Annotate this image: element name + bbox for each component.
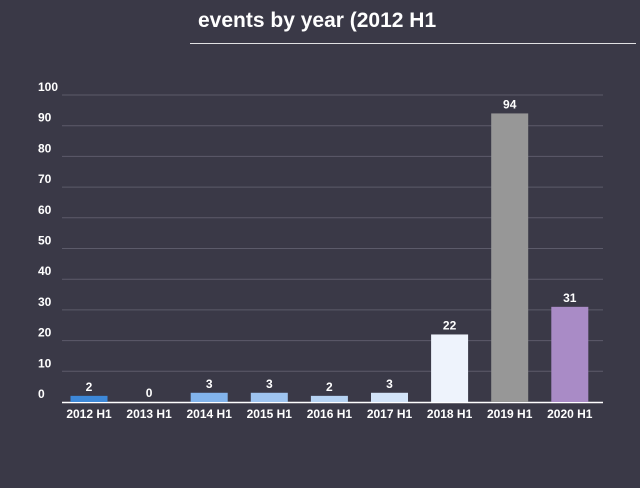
- bar: [431, 334, 469, 402]
- bar: [551, 306, 589, 402]
- bar-value-label: 2: [86, 380, 93, 394]
- y-tick-label: 50: [38, 234, 52, 248]
- y-tick-label: 90: [38, 111, 52, 125]
- bar-value-label: 2: [326, 380, 333, 394]
- x-tick-label: 2019 H1: [487, 407, 533, 421]
- bar-value-label: 3: [266, 377, 273, 391]
- bar-value-label: 3: [206, 377, 213, 391]
- x-tick-label: 2018 H1: [427, 407, 473, 421]
- value-labels: 2 0 3 3 2 3 22 94 31: [86, 97, 577, 400]
- bar-value-label: 3: [386, 377, 393, 391]
- bar: [491, 113, 529, 403]
- y-tick-label: 20: [38, 326, 52, 340]
- y-tick-labels: 0 10 20 30 40 50 60 70 80 90 100: [38, 80, 58, 401]
- bar-value-label: 22: [443, 318, 457, 332]
- bar: [250, 392, 288, 402]
- bar: [371, 392, 408, 402]
- bar-value-label: 31: [563, 291, 577, 305]
- title-underline: [190, 43, 636, 44]
- bar: [310, 395, 348, 402]
- y-tick-label: 40: [38, 264, 52, 278]
- x-tick-label: 2015 H1: [247, 407, 293, 421]
- bar-value-label: 94: [503, 97, 517, 111]
- bar-value-label: 0: [146, 386, 153, 400]
- x-tick-label: 2016 H1: [307, 407, 353, 421]
- y-tick-label: 0: [38, 387, 45, 401]
- x-tick-label: 2012 H1: [66, 407, 112, 421]
- y-tick-label: 70: [38, 172, 52, 186]
- chart-title: events by year (2012 H1: [198, 9, 437, 32]
- x-tick-labels: 2012 H1 2013 H1 2014 H1 2015 H1 2016 H1 2017 …: [66, 407, 592, 421]
- y-tick-label: 10: [38, 356, 52, 370]
- bar: [70, 395, 108, 402]
- y-tick-label: 100: [38, 80, 58, 94]
- x-tick-label: 2017 H1: [367, 407, 413, 421]
- x-tick-label: 2013 H1: [126, 407, 172, 421]
- y-tick-label: 30: [38, 295, 52, 309]
- bars: [70, 113, 589, 403]
- y-tick-label: 80: [38, 141, 52, 155]
- x-tick-label: 2014 H1: [187, 407, 233, 421]
- x-tick-label: 2020 H1: [547, 407, 593, 421]
- bar: [190, 392, 228, 402]
- y-tick-label: 60: [38, 203, 52, 217]
